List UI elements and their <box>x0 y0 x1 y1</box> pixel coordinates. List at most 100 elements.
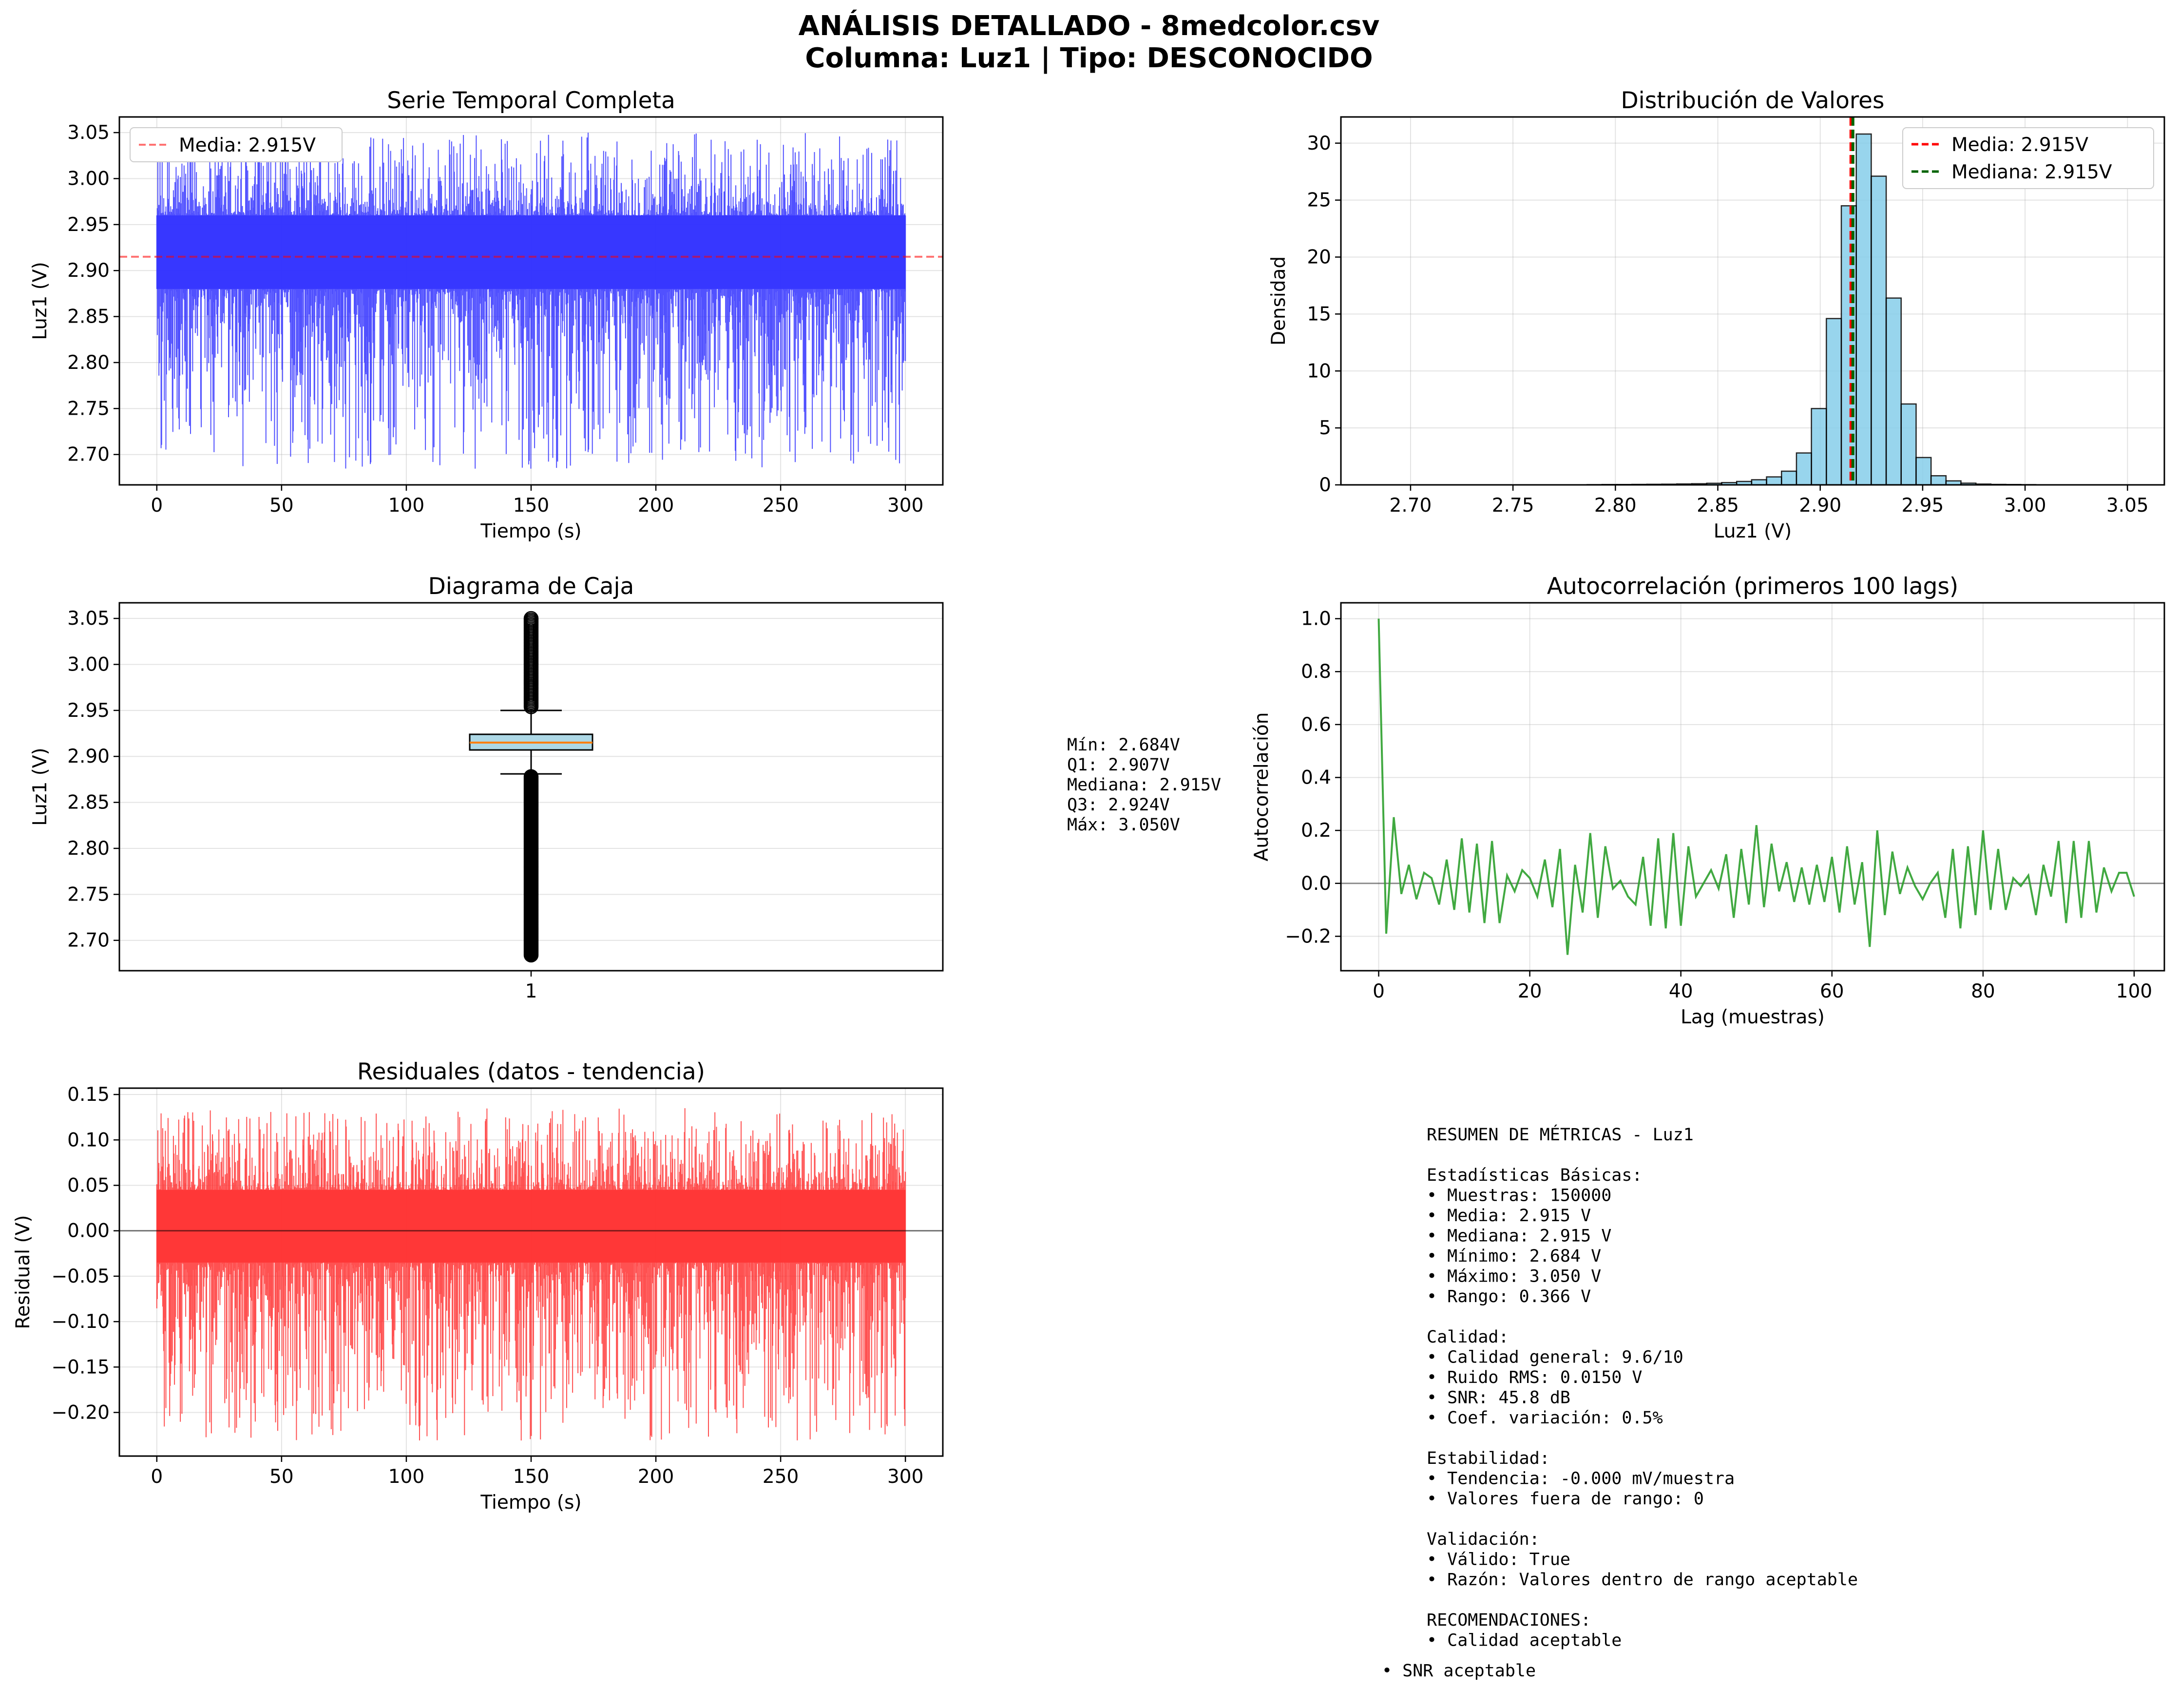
y-tick-label: 2.85 <box>67 306 110 328</box>
axes-frame <box>118 116 944 486</box>
axes-frame <box>118 1087 944 1457</box>
y-tick-label: 5 <box>1319 417 1331 439</box>
y-tick-label: 2.80 <box>67 352 110 374</box>
figure-title-line2: Columna: Luz1 | Tipo: DESCONOCIDO <box>805 42 1373 74</box>
y-tick-label: 2.75 <box>67 883 110 905</box>
legend-box <box>130 127 343 162</box>
x-tick-label: 2.75 <box>1492 495 1534 517</box>
x-tick-label: 2.70 <box>1390 495 1432 517</box>
y-tick-label: 20 <box>1307 247 1331 269</box>
y-tick-label: 3.00 <box>67 168 110 190</box>
x-tick-label: 50 <box>269 495 294 517</box>
x-tick-label: 3.00 <box>2004 495 2046 517</box>
x-tick-label: 0 <box>151 495 163 517</box>
y-tick-label: 10 <box>1307 360 1331 382</box>
y-tick-label: 2.90 <box>67 260 110 282</box>
summary-line: Calidad: <box>1427 1327 1509 1347</box>
summary-line: • Muestras: 150000 <box>1427 1186 1611 1206</box>
boxplot-panel: 2.70 2.75 2.80 2.85 2.90 2.95 3.00 3.05 Diagrama… <box>29 573 944 1002</box>
summary-line: • Valores fuera de rango: 0 <box>1427 1489 1704 1509</box>
hist-bar <box>1930 475 1947 486</box>
y-tick-label: 30 <box>1307 133 1331 154</box>
legend-median-label: Mediana: 2.915V <box>1951 161 2112 183</box>
y-tick-label: 25 <box>1307 190 1331 211</box>
x-tick-label: 0 <box>1373 980 1385 1002</box>
y-tick-label: 3.05 <box>67 608 110 630</box>
summary-line: • Máximo: 3.050 V <box>1427 1267 1601 1286</box>
hist-bar <box>1751 479 1767 486</box>
y-tick-label: 3.00 <box>67 653 110 675</box>
x-axis-label: Luz1 (V) <box>1714 520 1792 542</box>
summary-line: • Válido: True <box>1427 1550 1570 1570</box>
x-tick-label: 250 <box>763 495 799 517</box>
y-tick-label: 2.70 <box>67 444 110 466</box>
x-tick-label: 40 <box>1669 980 1693 1002</box>
box-stat-min: Mín: 2.684V <box>1067 735 1180 755</box>
x-tick-label: 300 <box>887 1466 923 1488</box>
summary-line: • Mínimo: 2.684 V <box>1427 1247 1601 1266</box>
legend-box <box>1902 127 2154 189</box>
y-tick-label: 0.2 <box>1301 820 1331 842</box>
summary-line: • Tendencia: -0.000 mV/muestra <box>1427 1469 1735 1489</box>
y-tick-label: −0.20 <box>51 1402 110 1424</box>
acf-line <box>1377 618 2135 955</box>
box-stat-median: Mediana: 2.915V <box>1067 775 1221 795</box>
y-tick-label: 0.0 <box>1301 873 1331 895</box>
hist-bar <box>1915 457 1932 486</box>
summary-line: RESUMEN DE MÉTRICAS - Luz1 <box>1427 1124 1694 1145</box>
x-tick-label: 100 <box>388 495 424 517</box>
x-tick-label: 20 <box>1518 980 1542 1002</box>
box-stats-text: Mín: 2.684V Q1: 2.907V Mediana: 2.915V Q… <box>1067 735 1231 835</box>
y-tick-label: 1.0 <box>1301 608 1331 630</box>
x-tick-label: 50 <box>269 1466 294 1488</box>
summary-line: • Calidad aceptable <box>1427 1631 1622 1650</box>
panel-title: Residuales (datos - tendencia) <box>357 1058 705 1085</box>
y-axis-label: Residual (V) <box>12 1215 34 1329</box>
summary-line: • Mediana: 2.915 V <box>1427 1227 1611 1246</box>
y-tick-label: 0.10 <box>67 1129 110 1151</box>
x-tick-label: 150 <box>513 495 549 517</box>
summary-line: • SNR: 45.8 dB <box>1427 1388 1570 1408</box>
box-stat-max: Máx: 3.050V <box>1067 815 1180 835</box>
x-tick-label: 100 <box>388 1466 424 1488</box>
summary-line: • Calidad general: 9.6/10 <box>1427 1348 1683 1367</box>
panel-title: Diagrama de Caja <box>428 573 634 600</box>
y-tick-label: −0.05 <box>51 1266 110 1287</box>
y-tick-label: 0.00 <box>67 1220 110 1242</box>
y-tick-label: −0.15 <box>51 1356 110 1378</box>
axes-frame <box>1340 602 2165 972</box>
axes-frame <box>118 602 944 972</box>
x-tick-label: 1 <box>525 980 537 1002</box>
hist-bar <box>1781 470 1797 486</box>
x-tick-label: 3.05 <box>2106 495 2149 517</box>
y-axis-label: Luz1 (V) <box>29 748 51 826</box>
x-tick-label: 200 <box>638 495 674 517</box>
y-tick-label: 2.90 <box>67 746 110 768</box>
axes-frame <box>1340 116 2165 486</box>
y-tick-label: −0.2 <box>1285 925 1331 947</box>
y-tick-label: 2.95 <box>67 214 110 236</box>
y-tick-label: 0.6 <box>1301 714 1331 736</box>
y-tick-label: 3.05 <box>67 122 110 144</box>
autocorrelation-panel: −0.2 0.0 0.2 0.4 0.6 0.8 1.0 0 20 40 60 80 100 Autoco… <box>1251 573 2165 1028</box>
y-tick-label: 2.75 <box>67 398 110 420</box>
summary-line: Estabilidad: <box>1427 1449 1550 1468</box>
time-series-panel: 2.70 2.75 2.80 2.85 2.90 2.95 3.00 3.05 0 50 100 15… <box>29 87 944 542</box>
x-tick-label: 100 <box>2116 980 2152 1002</box>
series-line <box>156 133 906 469</box>
metrics-summary: RESUMEN DE MÉTRICAS - Luz1 Estadísticas B… <box>1427 1124 1858 1650</box>
histogram-panel: 0 5 10 15 20 25 30 2.70 2.75 2.80 2.85 2.90 2.95 3.00… <box>1268 87 2165 542</box>
x-axis-label: Tiempo (s) <box>480 520 581 542</box>
y-tick-label: 0.8 <box>1301 661 1331 683</box>
box-stat-q3: Q3: 2.924V <box>1067 795 1170 815</box>
summary-last-line: • SNR aceptable <box>1382 1661 1536 1681</box>
y-tick-label: 0.05 <box>67 1174 110 1196</box>
summary-line: • Rango: 0.366 V <box>1427 1287 1591 1306</box>
y-tick-label: −0.10 <box>51 1311 110 1333</box>
summary-line: • Coef. variación: 0.5% <box>1427 1408 1663 1428</box>
panel-title: Autocorrelación (primeros 100 lags) <box>1547 573 1959 600</box>
hist-bar <box>1826 318 1842 486</box>
x-tick-label: 2.85 <box>1697 495 1739 517</box>
hist-bar <box>1796 452 1812 486</box>
